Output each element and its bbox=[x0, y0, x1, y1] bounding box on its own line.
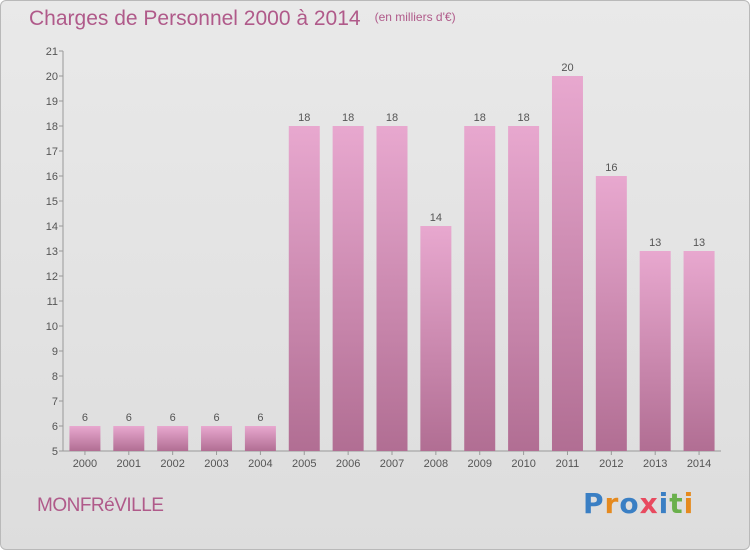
proxiti-logo[interactable]: Proxiti bbox=[583, 487, 694, 520]
bar bbox=[288, 126, 320, 451]
y-tick-label: 17 bbox=[46, 146, 58, 158]
y-tick-label: 6 bbox=[52, 421, 58, 433]
logo-letter: i bbox=[683, 487, 695, 520]
y-tick-label: 12 bbox=[46, 271, 58, 283]
logo-letter: x bbox=[639, 487, 659, 520]
bar bbox=[464, 126, 496, 451]
x-tick-label: 2011 bbox=[556, 458, 580, 470]
y-tick-label: 14 bbox=[46, 221, 58, 233]
y-tick-label: 5 bbox=[52, 446, 58, 458]
logo-letter: r bbox=[604, 487, 620, 520]
bar-value-label: 6 bbox=[126, 412, 132, 424]
x-tick-label: 2014 bbox=[687, 458, 711, 470]
bar bbox=[157, 426, 189, 451]
bar-value-label: 13 bbox=[693, 237, 705, 249]
bar bbox=[420, 226, 452, 451]
y-tick-label: 16 bbox=[46, 171, 58, 183]
chart-labels: 6 2000 6 2001 6 2002 6 2003 6 2004 18 2005 18 2006 18 2… bbox=[73, 62, 712, 470]
bar bbox=[113, 426, 145, 451]
y-tick-label: 20 bbox=[46, 71, 58, 83]
bar bbox=[595, 176, 627, 451]
commune-name: MONFRéVILLE bbox=[37, 495, 164, 516]
y-tick-label: 21 bbox=[46, 46, 58, 58]
x-tick-label: 2012 bbox=[599, 458, 623, 470]
logo-letter: t bbox=[669, 487, 684, 520]
bar-value-label: 6 bbox=[257, 412, 263, 424]
bar-value-label: 6 bbox=[82, 412, 88, 424]
bar bbox=[201, 426, 233, 451]
chart-title: Charges de Personnel 2000 à 2014 (en mill… bbox=[29, 7, 456, 31]
bar bbox=[244, 426, 276, 451]
x-tick-label: 2002 bbox=[160, 458, 184, 470]
chart-unit: (en milliers d'€) bbox=[374, 10, 456, 24]
y-tick-label: 7 bbox=[52, 396, 58, 408]
y-tick-label: 18 bbox=[46, 121, 58, 133]
x-tick-label: 2005 bbox=[292, 458, 316, 470]
x-tick-label: 2007 bbox=[380, 458, 404, 470]
bar bbox=[376, 126, 408, 451]
bar-value-label: 18 bbox=[517, 112, 529, 124]
bar-value-label: 18 bbox=[474, 112, 486, 124]
bar-value-label: 18 bbox=[386, 112, 398, 124]
y-tick-label: 13 bbox=[46, 246, 58, 258]
bar-value-label: 20 bbox=[561, 62, 573, 74]
bar bbox=[508, 126, 540, 451]
bar-value-label: 14 bbox=[430, 212, 442, 224]
y-tick-label: 15 bbox=[46, 196, 58, 208]
y-tick-label: 9 bbox=[52, 346, 58, 358]
bar-value-label: 18 bbox=[342, 112, 354, 124]
x-tick-label: 2010 bbox=[511, 458, 535, 470]
bar-value-label: 6 bbox=[170, 412, 176, 424]
bar-value-label: 13 bbox=[649, 237, 661, 249]
x-tick-label: 2006 bbox=[336, 458, 360, 470]
bar bbox=[551, 76, 583, 451]
x-tick-label: 2013 bbox=[643, 458, 667, 470]
x-tick-label: 2004 bbox=[248, 458, 272, 470]
x-tick-label: 2003 bbox=[204, 458, 228, 470]
bar bbox=[639, 251, 671, 451]
y-tick-label: 8 bbox=[52, 371, 58, 383]
y-tick-label: 10 bbox=[46, 321, 58, 333]
logo-letter: o bbox=[619, 487, 640, 520]
x-tick-label: 2009 bbox=[467, 458, 491, 470]
bar bbox=[69, 426, 101, 451]
bar bbox=[683, 251, 715, 451]
bar-value-label: 18 bbox=[298, 112, 310, 124]
chart-title-text: Charges de Personnel 2000 à 2014 bbox=[29, 7, 361, 30]
chart-bars bbox=[69, 76, 715, 451]
logo-letter: P bbox=[583, 487, 605, 520]
y-tick-label: 19 bbox=[46, 96, 58, 108]
x-tick-label: 2001 bbox=[117, 458, 141, 470]
x-tick-label: 2000 bbox=[73, 458, 97, 470]
logo-letter: i bbox=[658, 487, 670, 520]
bar-value-label: 6 bbox=[213, 412, 219, 424]
x-tick-label: 2008 bbox=[424, 458, 448, 470]
y-tick-label: 11 bbox=[47, 296, 58, 308]
bar bbox=[332, 126, 364, 451]
bar-value-label: 16 bbox=[605, 162, 617, 174]
